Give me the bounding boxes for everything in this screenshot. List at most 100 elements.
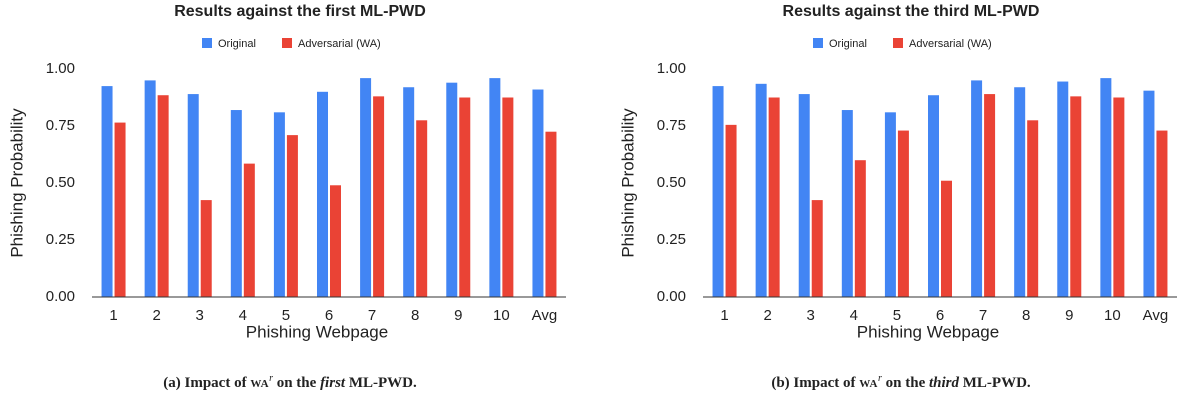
bar [545,131,557,297]
caption-part: (b) Impact of [771,375,859,391]
x-tick-label: 9 [1065,307,1073,324]
bar [1014,87,1026,298]
y-tick-label: 0.00 [46,288,75,305]
bar [416,120,428,297]
x-tick-label: 7 [368,307,376,324]
legend-label: Adversarial (WA) [909,38,992,50]
bar [459,97,471,297]
chart-title: Results against the third ML-PWD [783,3,1040,20]
bar [971,80,983,298]
bar [187,94,199,297]
legend-swatch [282,38,292,48]
bar [854,160,866,297]
x-tick-label: 6 [936,307,944,324]
legend-label: Original [829,38,867,50]
y-tick-label: 0.75 [657,117,686,134]
caption-part: on the [273,375,320,391]
caption-part: (a) Impact of [163,375,250,391]
bar [1070,96,1082,297]
x-tick-label: 8 [411,307,419,324]
y-tick-label: 0.75 [46,117,75,134]
x-tick-label: 3 [807,307,815,324]
caption-part: ML-PWD. [959,375,1031,391]
bar [841,110,853,297]
y-axis-title: Phishing Probability [618,108,637,258]
bar [897,130,909,297]
chart-panel: Results against the third ML-PWD Original… [618,3,1177,391]
y-tick-label: 0.50 [46,174,75,191]
chart-title: Results against the first ML-PWD [174,3,426,20]
x-tick-label: 2 [152,307,160,324]
y-tick-label: 0.25 [46,231,75,248]
x-tick-label: Avg [1143,307,1169,324]
x-tick-label: 3 [196,307,204,324]
bar [1100,78,1112,298]
caption-part: r [269,373,273,384]
x-tick-label: Avg [532,307,558,324]
x-tick-label: 2 [763,307,771,324]
bar [230,110,242,297]
x-tick-label: 1 [720,307,728,324]
legend-swatch [813,38,823,48]
x-tick-label: 10 [1104,307,1121,324]
bar [1143,90,1155,297]
bar [798,94,810,297]
bar [1156,130,1168,297]
x-tick-label: 10 [493,307,510,324]
x-tick-label: 4 [850,307,858,324]
bar [101,86,113,297]
bar [1113,97,1125,297]
caption-part: third [929,375,960,391]
bar [317,91,328,297]
chart-panel: Results against the first ML-PWD Original… [7,3,566,391]
bar [984,94,996,297]
x-tick-label: 8 [1022,307,1030,324]
bar [532,89,544,298]
bar [755,83,767,297]
bar [928,95,939,297]
bar [114,122,126,297]
bar [144,80,156,298]
legend-label: Original [218,38,256,50]
bar [502,97,514,297]
y-axis-title: Phishing Probability [7,108,26,258]
caption-part: r [878,373,882,384]
bar [1027,120,1039,297]
x-tick-label: 6 [325,307,333,324]
caption: (b) Impact of WAr on the third ML-PWD. [771,373,1031,392]
legend-swatch [893,38,903,48]
bar [157,95,169,297]
bar [286,135,298,297]
x-axis-title: Phishing Webpage [857,322,999,341]
caption-part: WA [859,378,878,390]
caption-part: first [320,375,346,391]
bar [811,200,823,297]
bar [330,185,341,297]
legend-swatch [202,38,212,48]
bar [712,86,724,297]
caption: (a) Impact of WAr on the first ML-PWD. [163,373,417,392]
y-tick-label: 0.00 [657,288,686,305]
y-tick-label: 0.25 [657,231,686,248]
bar [200,200,212,297]
y-tick-label: 1.00 [46,60,75,77]
bar [273,112,285,297]
bar [725,124,737,297]
y-tick-label: 1.00 [657,60,686,77]
bar [360,78,372,298]
x-tick-label: 1 [109,307,117,324]
bar [941,180,952,297]
bar [489,78,501,298]
bar [243,163,255,297]
x-tick-label: 9 [454,307,462,324]
bar [403,87,415,298]
bar [1057,81,1069,297]
x-tick-label: 5 [282,307,290,324]
x-tick-label: 5 [893,307,901,324]
caption-part: WA [250,378,269,390]
x-axis-title: Phishing Webpage [246,322,388,341]
bar [768,97,780,297]
bar [373,96,385,297]
